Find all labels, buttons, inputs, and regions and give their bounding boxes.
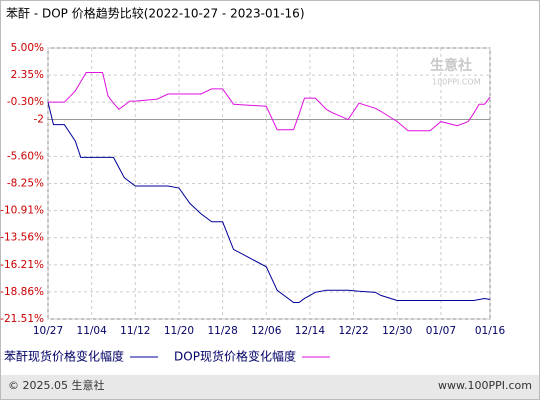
x-tick-label: 11/12 bbox=[120, 325, 150, 337]
x-tick-label: 01/07 bbox=[426, 325, 456, 337]
chart-title: 苯酐 - DOP 价格趋势比较(2022-10-27 - 2023-01-16) bbox=[6, 6, 305, 21]
x-tick-label: 11/28 bbox=[207, 325, 237, 337]
y-tick-label: -10.91% bbox=[0, 205, 44, 217]
x-tick-label: 12/06 bbox=[251, 325, 282, 337]
y-tick-label: -8.25% bbox=[7, 177, 44, 189]
footer-band bbox=[1, 375, 539, 399]
x-tick-label: 11/04 bbox=[77, 325, 108, 337]
y-tick-label: 5.00% bbox=[11, 42, 44, 54]
x-tick-label: 12/22 bbox=[338, 325, 368, 337]
series-line bbox=[48, 72, 491, 132]
y-tick-label: -13.56% bbox=[0, 232, 44, 244]
x-tick-label: 11/20 bbox=[164, 325, 194, 337]
x-tick-label: 12/30 bbox=[382, 325, 412, 337]
watermark-site: 100PPI.COM bbox=[432, 78, 481, 87]
footer-website: www.100PPI.com bbox=[438, 379, 532, 392]
series-line bbox=[47, 102, 491, 304]
x-tick-label: 10/27 bbox=[33, 325, 63, 337]
y-tick-label: -2 bbox=[34, 114, 44, 126]
y-tick-label: -21.51% bbox=[0, 313, 44, 325]
legend-label: 苯酐现货价格变化幅度 bbox=[4, 349, 124, 364]
footer-copyright: © 2025.05 生意社 bbox=[8, 378, 104, 392]
watermark-name: 生意社 bbox=[430, 57, 472, 74]
y-tick-label: -18.86% bbox=[0, 286, 44, 298]
y-tick-label: -0.30% bbox=[7, 96, 44, 108]
x-tick-label: 12/14 bbox=[295, 325, 326, 337]
y-tick-label: -5.60% bbox=[7, 150, 44, 162]
x-tick-label: 01/16 bbox=[475, 325, 506, 337]
y-tick-label: -16.21% bbox=[0, 259, 44, 271]
legend-label: DOP现货价格变化幅度 bbox=[174, 349, 296, 364]
y-tick-label: 2.35% bbox=[11, 69, 44, 81]
